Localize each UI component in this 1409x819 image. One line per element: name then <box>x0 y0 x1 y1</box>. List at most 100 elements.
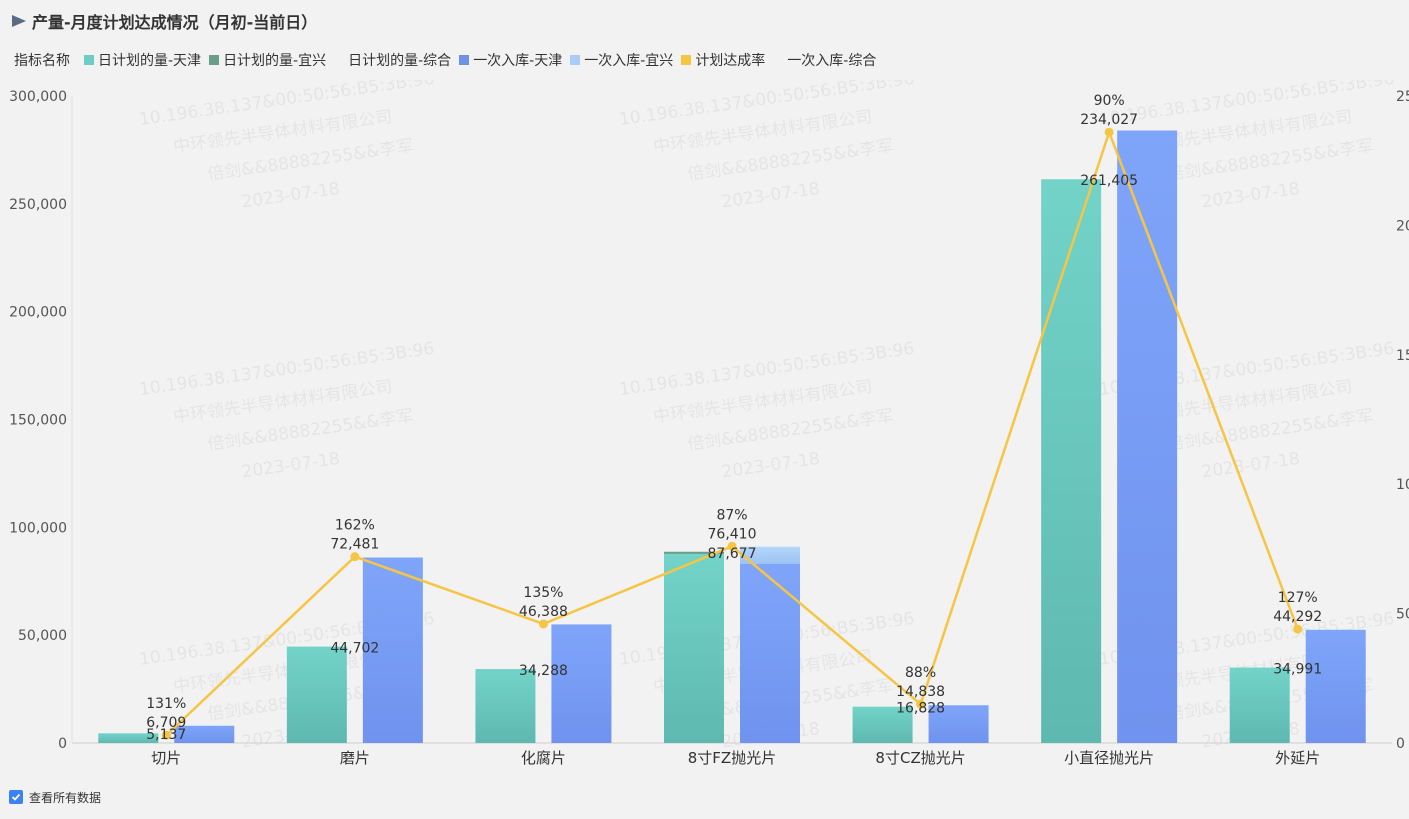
actual-value-label: 234,027 <box>1080 112 1138 128</box>
bar-series <box>98 130 1366 744</box>
x-category-label: 8寸CZ抛光片 <box>875 749 965 767</box>
checkbox[interactable] <box>9 790 23 804</box>
plan-tianjin-bar <box>852 706 913 743</box>
rate-point <box>350 552 360 562</box>
actual-tianjin-bar <box>928 705 989 743</box>
y-right-tick-label: 50 <box>1396 607 1409 623</box>
y-left-tick-label: 50,000 <box>18 628 67 644</box>
y-left-tick-label: 100,000 <box>9 520 67 536</box>
actual-tianjin-bar <box>740 563 800 743</box>
play-arrow-icon <box>12 15 26 27</box>
legend-text: 一次入库-综合 <box>787 53 877 69</box>
combo-chart: 10.196.38.137&00:50:56:B5:3B:96中环领先半导体材料… <box>9 80 1409 767</box>
legend-item-actual-total[interactable]: 一次入库-综合 <box>773 50 876 70</box>
plan-value-label: 44,702 <box>330 641 379 657</box>
data-labels: 5,137 131% 6,709 44,702 162% 72,481 34,288 135%… <box>146 93 1322 743</box>
plan-value-label: 87,677 <box>708 546 757 562</box>
actual-value-label: 72,481 <box>330 537 379 553</box>
actual-tianjin-bar <box>1117 130 1178 744</box>
actual-value-label: 14,838 <box>896 684 945 700</box>
legend-text: 日计划的量-宜兴 <box>223 53 327 69</box>
plan-value-label: 5,137 <box>146 727 186 743</box>
y-left-tick-label: 150,000 <box>9 413 67 429</box>
y-right-tick-label: 200 <box>1396 218 1409 234</box>
plan-tianjin-bar <box>98 733 159 743</box>
legend-label: 指标名称 <box>14 53 70 69</box>
legend-item-actual-tianjin[interactable]: 一次入库-天津 <box>459 50 562 70</box>
plan-value-label: 261,405 <box>1080 173 1138 189</box>
legend-swatch <box>334 55 344 65</box>
actual-tianjin-bar <box>1305 629 1366 743</box>
rate-value-label: 127% <box>1278 590 1318 606</box>
actual-yixing-bar <box>740 546 800 564</box>
legend-text: 日计划的量-综合 <box>348 53 452 69</box>
rate-value-label: 135% <box>523 585 563 601</box>
view-all-data-toggle[interactable]: 查看所有数据 <box>9 789 101 805</box>
rate-point <box>916 699 926 709</box>
legend-text: 计划达成率 <box>695 53 766 69</box>
rate-value-label: 88% <box>905 665 936 681</box>
x-category-label: 切片 <box>151 749 181 767</box>
rate-point <box>1104 127 1114 137</box>
y-right-tick-label: 250 <box>1396 89 1409 105</box>
rate-value-label: 90% <box>1094 93 1125 109</box>
actual-value-label: 6,709 <box>146 715 186 731</box>
plan-tianjin-bar <box>664 553 724 743</box>
watermark-text: 2023-07-18 <box>240 179 341 213</box>
legend-item-plan-total[interactable]: 日计划的量-综合 <box>334 50 451 70</box>
x-category-label: 磨片 <box>340 749 370 767</box>
rate-point <box>1293 624 1303 634</box>
y-left-tick-label: 250,000 <box>9 197 67 213</box>
actual-value-label: 76,410 <box>708 526 757 542</box>
legend-item-plan-tianjin[interactable]: 日计划的量-天津 <box>84 50 201 70</box>
x-category-label: 外延片 <box>1275 749 1320 767</box>
y-right-tick-label: 100 <box>1396 477 1409 493</box>
plan-value-label: 34,991 <box>1273 662 1322 678</box>
watermark-text: 2023-07-18 <box>720 449 821 483</box>
legend-text: 一次入库-宜兴 <box>584 53 674 69</box>
legend-swatch <box>570 55 581 65</box>
plan-tianjin-bar <box>1041 179 1102 743</box>
checkbox-label: 查看所有数据 <box>29 790 102 805</box>
watermark-text: 2023-07-18 <box>1200 449 1301 483</box>
rate-line-series <box>161 127 1303 740</box>
y-right-tick-label: 150 <box>1396 348 1409 364</box>
plan-value-label: 34,288 <box>519 663 568 679</box>
legend-item-plan-yixing[interactable]: 日计划的量-宜兴 <box>209 50 326 70</box>
rate-point <box>727 541 737 551</box>
rate-value-label: 87% <box>716 507 747 523</box>
watermark-text: 2023-07-18 <box>240 449 341 483</box>
y-right-tick-label: 0 <box>1396 736 1405 752</box>
actual-tianjin-bar <box>174 725 235 743</box>
legend-swatch <box>209 55 220 65</box>
legend-swatch <box>681 55 692 65</box>
watermark-text: 2023-07-18 <box>1200 179 1301 213</box>
chart-title: 产量-月度计划达成情况（月初-当前日） <box>32 13 318 32</box>
actual-value-label: 44,292 <box>1273 609 1322 625</box>
plan-tianjin-bar <box>286 646 347 743</box>
x-category-label: 小直径抛光片 <box>1064 749 1154 767</box>
legend-swatch <box>459 55 470 65</box>
x-category-label: 化腐片 <box>521 749 566 767</box>
legend-swatch <box>84 55 94 65</box>
legend-item-rate[interactable]: 计划达成率 <box>681 50 765 70</box>
actual-tianjin-bar <box>362 557 423 743</box>
plan-yixing-bar <box>664 551 724 554</box>
rate-value-label: 131% <box>146 696 186 712</box>
y-left-tick-label: 300,000 <box>9 89 67 105</box>
watermark-text: 2023-07-18 <box>720 179 821 213</box>
chart-title-bar: 产量-月度计划达成情况（月初-当前日） <box>12 9 317 33</box>
legend-swatch <box>773 55 783 65</box>
x-category-label: 8寸FZ抛光片 <box>688 749 776 767</box>
check-icon <box>11 793 21 801</box>
legend-item-actual-yixing[interactable]: 一次入库-宜兴 <box>570 50 673 70</box>
y-left-tick-label: 200,000 <box>9 305 67 321</box>
rate-point <box>161 730 171 740</box>
plan-tianjin-bar <box>1229 667 1290 743</box>
legend: 指标名称 日计划的量-天津 日计划的量-宜兴 日计划的量-综合 一次入库-天津 … <box>14 50 884 70</box>
plan-tianjin-bar <box>475 669 536 743</box>
y-left-tick-label: 0 <box>58 736 67 752</box>
legend-text: 一次入库-天津 <box>473 53 563 69</box>
plan-value-label: 16,828 <box>896 701 945 717</box>
rate-value-label: 162% <box>335 518 375 534</box>
